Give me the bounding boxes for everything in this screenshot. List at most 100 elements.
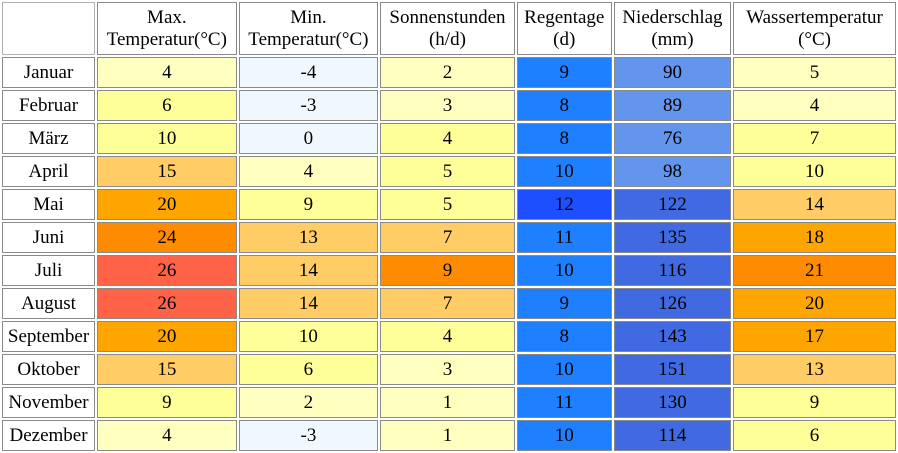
- water-temp-cell: 9: [733, 387, 896, 418]
- table-row: April 15 4 5 10 98 10: [2, 156, 896, 187]
- min-temp-cell: -3: [238, 420, 379, 451]
- table-row: Mai 20 9 5 12 122 14: [2, 189, 896, 220]
- precipitation-cell: 122: [613, 189, 732, 220]
- sunshine-cell: 4: [380, 123, 515, 154]
- rain-days-cell: 10: [516, 420, 612, 451]
- precipitation-cell: 90: [613, 57, 732, 88]
- min-temp-cell: -4: [238, 57, 379, 88]
- header-line1: Wassertemperatur: [746, 6, 883, 28]
- header-line1: Niederschlag: [622, 6, 723, 28]
- sunshine-cell: 9: [380, 255, 515, 286]
- min-temp-cell: 14: [238, 288, 379, 319]
- header-line1: Sonnenstunden: [389, 6, 506, 28]
- month-label: November: [2, 387, 96, 418]
- month-label: Juni: [2, 222, 96, 253]
- month-label: September: [2, 321, 96, 352]
- rain-days-cell: 9: [516, 288, 612, 319]
- water-temp-cell: 7: [733, 123, 896, 154]
- header-min-temperature: Min. Temperatur(°C): [238, 2, 379, 55]
- min-temp-cell: -3: [238, 90, 379, 121]
- table-row: Dezember 4 -3 1 10 114 6: [2, 420, 896, 451]
- max-temp-cell: 26: [97, 288, 237, 319]
- rain-days-cell: 8: [516, 123, 612, 154]
- header-line2: Temperatur(°C): [106, 28, 227, 50]
- max-temp-cell: 24: [97, 222, 237, 253]
- water-temp-cell: 21: [733, 255, 896, 286]
- table-row: Juni 24 13 7 11 135 18: [2, 222, 896, 253]
- month-label: März: [2, 123, 96, 154]
- min-temp-cell: 4: [238, 156, 379, 187]
- header-sunshine-hours: Sonnenstunden (h/d): [380, 2, 515, 55]
- corner-cell: [2, 2, 96, 55]
- precipitation-cell: 76: [613, 123, 732, 154]
- precipitation-cell: 135: [613, 222, 732, 253]
- month-label: Februar: [2, 90, 96, 121]
- sunshine-cell: 3: [380, 354, 515, 385]
- sunshine-cell: 2: [380, 57, 515, 88]
- water-temp-cell: 6: [733, 420, 896, 451]
- rain-days-cell: 11: [516, 387, 612, 418]
- table-row: August 26 14 7 9 126 20: [2, 288, 896, 319]
- water-temp-cell: 17: [733, 321, 896, 352]
- header-line1: Max.: [147, 6, 187, 28]
- rain-days-cell: 12: [516, 189, 612, 220]
- header-line1: Min.: [290, 6, 327, 28]
- month-label: April: [2, 156, 96, 187]
- header-line2: Temperatur(°C): [248, 28, 369, 50]
- header-line2: (h/d): [428, 28, 466, 50]
- rain-days-cell: 9: [516, 57, 612, 88]
- header-row: Max. Temperatur(°C) Min. Temperatur(°C) So…: [2, 2, 896, 55]
- table-row: September 20 10 4 8 143 17: [2, 321, 896, 352]
- water-temp-cell: 20: [733, 288, 896, 319]
- min-temp-cell: 6: [238, 354, 379, 385]
- water-temp-cell: 18: [733, 222, 896, 253]
- table-row: Februar 6 -3 3 8 89 4: [2, 90, 896, 121]
- rain-days-cell: 10: [516, 156, 612, 187]
- header-line2: (d): [553, 28, 576, 50]
- table-row: März 10 0 4 8 76 7: [2, 123, 896, 154]
- precipitation-cell: 143: [613, 321, 732, 352]
- header-rain-days: Regentage (d): [516, 2, 612, 55]
- header-line2: (°C): [798, 28, 832, 50]
- max-temp-cell: 20: [97, 189, 237, 220]
- header-max-temperature: Max. Temperatur(°C): [97, 2, 237, 55]
- precipitation-cell: 151: [613, 354, 732, 385]
- min-temp-cell: 13: [238, 222, 379, 253]
- sunshine-cell: 4: [380, 321, 515, 352]
- header-line2: (mm): [651, 28, 694, 50]
- precipitation-cell: 114: [613, 420, 732, 451]
- max-temp-cell: 4: [97, 420, 237, 451]
- table-row: Juli 26 14 9 10 116 21: [2, 255, 896, 286]
- max-temp-cell: 15: [97, 156, 237, 187]
- min-temp-cell: 10: [238, 321, 379, 352]
- sunshine-cell: 5: [380, 156, 515, 187]
- table-row: Oktober 15 6 3 10 151 13: [2, 354, 896, 385]
- min-temp-cell: 9: [238, 189, 379, 220]
- sunshine-cell: 7: [380, 288, 515, 319]
- month-label: August: [2, 288, 96, 319]
- max-temp-cell: 15: [97, 354, 237, 385]
- max-temp-cell: 9: [97, 387, 237, 418]
- month-label: Juli: [2, 255, 96, 286]
- rain-days-cell: 8: [516, 90, 612, 121]
- sunshine-cell: 5: [380, 189, 515, 220]
- precipitation-cell: 130: [613, 387, 732, 418]
- table-row: November 9 2 1 11 130 9: [2, 387, 896, 418]
- month-label: Oktober: [2, 354, 96, 385]
- precipitation-cell: 116: [613, 255, 732, 286]
- min-temp-cell: 0: [238, 123, 379, 154]
- precipitation-cell: 89: [613, 90, 732, 121]
- sunshine-cell: 3: [380, 90, 515, 121]
- header-line1: Regentage: [524, 6, 605, 28]
- water-temp-cell: 14: [733, 189, 896, 220]
- water-temp-cell: 13: [733, 354, 896, 385]
- max-temp-cell: 20: [97, 321, 237, 352]
- month-label: Mai: [2, 189, 96, 220]
- max-temp-cell: 4: [97, 57, 237, 88]
- water-temp-cell: 5: [733, 57, 896, 88]
- month-label: Januar: [2, 57, 96, 88]
- sunshine-cell: 1: [380, 420, 515, 451]
- header-water-temperature: Wassertemperatur (°C): [733, 2, 896, 55]
- rain-days-cell: 8: [516, 321, 612, 352]
